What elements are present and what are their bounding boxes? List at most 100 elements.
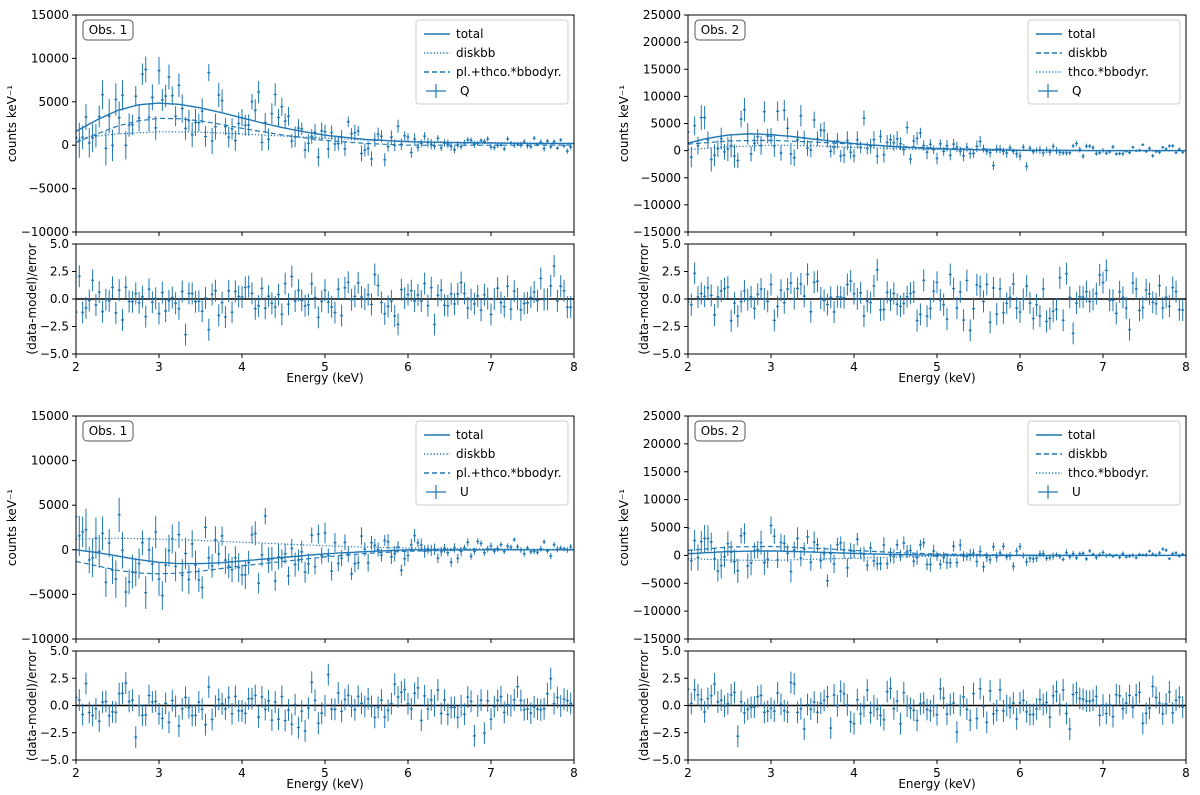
data-point: [267, 547, 271, 573]
resid-y-tick-label: −5.0: [40, 347, 69, 361]
legend-entry: diskbb: [1036, 447, 1107, 461]
data-point: [300, 540, 304, 564]
data-point: [935, 152, 939, 165]
panel-top-left: −10000 −5000 0 5000 10000 15000 counts keV⁻¹ Ob…: [5, 8, 578, 385]
residual-point: [320, 290, 324, 313]
residual-point: [482, 283, 486, 306]
residual-point: [336, 278, 340, 301]
data-point: [723, 546, 727, 568]
residual-point: [559, 275, 563, 298]
data-point: [895, 539, 899, 551]
x-tick-label: 5: [933, 766, 941, 780]
residual-point: [789, 671, 793, 694]
data-point: [562, 546, 566, 552]
residual-point: [908, 697, 912, 720]
residual-point: [303, 719, 307, 742]
data-point: [336, 136, 340, 151]
legend-entry: thco.*bbodyr.: [1036, 65, 1149, 79]
data-point: [1084, 556, 1088, 561]
data-point: [170, 524, 174, 554]
data-point: [409, 538, 413, 551]
data-point: [134, 558, 138, 587]
residual-point: [985, 711, 989, 734]
residual-point: [526, 291, 530, 314]
residual-point: [918, 303, 922, 326]
data-point: [237, 553, 241, 582]
residual-point: [313, 286, 317, 309]
residual-point: [200, 698, 204, 721]
data-point: [101, 516, 105, 551]
residual-point: [902, 681, 906, 704]
residual-point: [413, 289, 417, 312]
data-point: [134, 86, 138, 107]
residual-point: [243, 702, 247, 725]
data-point: [945, 555, 949, 570]
data-point: [1177, 554, 1181, 558]
residual-point: [456, 282, 460, 305]
data-point: [769, 128, 773, 145]
data-point: [81, 125, 85, 150]
legend-entry: diskbb: [1036, 46, 1107, 60]
residual-point: [277, 708, 281, 730]
data-point: [1055, 552, 1059, 558]
resid-y-tick-label: −2.5: [652, 726, 681, 740]
legend-entry: U: [426, 485, 469, 499]
residual-point: [356, 685, 360, 708]
data-point: [263, 113, 267, 132]
data-point: [736, 558, 740, 584]
data-point: [865, 559, 869, 572]
residual-point: [253, 297, 257, 320]
legend-entry: diskbb: [424, 46, 495, 60]
residual-point: [1174, 689, 1178, 712]
data-point: [104, 131, 108, 166]
data-point: [875, 148, 879, 165]
x-tick-label: 7: [487, 360, 495, 374]
residual-point: [1071, 683, 1075, 706]
data-point: [227, 126, 231, 148]
data-point: [369, 535, 373, 550]
residual-point: [389, 692, 393, 715]
data-point: [1025, 162, 1029, 171]
data-point: [144, 576, 148, 610]
residual-point: [77, 689, 81, 711]
residual-point: [815, 270, 819, 293]
data-point: [456, 141, 460, 149]
residual-point: [1028, 292, 1032, 315]
residual-point: [1081, 286, 1085, 309]
residual-point: [822, 289, 826, 312]
residual-point: [802, 718, 806, 740]
residual-point: [277, 283, 281, 306]
data-point: [87, 546, 91, 574]
residual-point: [742, 701, 746, 724]
residual-point: [107, 290, 111, 313]
y-tick-label: −5000: [28, 182, 69, 196]
data-point: [376, 542, 380, 557]
svg-text:Obs. 2: Obs. 2: [701, 23, 740, 37]
data-point: [87, 128, 91, 158]
residual-point: [190, 704, 194, 727]
data-point: [1118, 555, 1122, 560]
data-point: [340, 550, 344, 567]
data-point: [147, 537, 151, 563]
residual-point: [862, 695, 866, 718]
residual-point: [154, 287, 158, 310]
residual-point: [802, 285, 806, 308]
data-point: [482, 549, 486, 557]
data-point: [835, 537, 839, 552]
resid-y-axis-label: (data-model)/error: [25, 243, 39, 354]
data-point: [542, 539, 546, 545]
data-point: [446, 139, 450, 149]
residual-point: [1144, 702, 1148, 725]
residual-point: [330, 295, 334, 318]
data-point: [1045, 146, 1049, 154]
data-point: [766, 550, 770, 569]
data-point: [1088, 144, 1092, 149]
residual-point: [326, 663, 330, 686]
residual-point: [1038, 305, 1042, 328]
data-point: [1131, 145, 1135, 149]
data-point: [1177, 147, 1181, 152]
residual-point: [1101, 271, 1105, 294]
residual-point: [938, 288, 942, 311]
data-point: [213, 526, 217, 554]
residual-point: [263, 698, 267, 721]
